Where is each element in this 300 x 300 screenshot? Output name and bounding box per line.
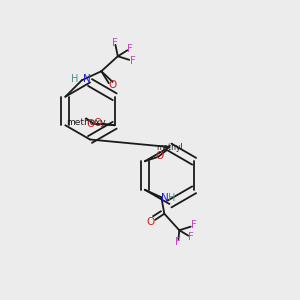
Text: O: O [155,151,163,161]
Text: methoxy: methoxy [66,118,106,127]
Text: F: F [127,44,133,54]
Text: F: F [188,232,194,242]
Text: O: O [147,217,155,227]
Text: O: O [94,118,102,128]
Text: N: N [83,74,91,84]
Text: H: H [71,74,78,84]
Text: F: F [191,220,197,230]
Text: F: F [112,38,118,48]
Text: F: F [175,237,181,247]
Text: methyl: methyl [156,143,183,152]
Text: F: F [130,56,136,66]
Text: O: O [109,80,117,90]
Text: O: O [86,119,94,129]
Text: H: H [168,193,175,203]
Text: N: N [161,193,169,203]
